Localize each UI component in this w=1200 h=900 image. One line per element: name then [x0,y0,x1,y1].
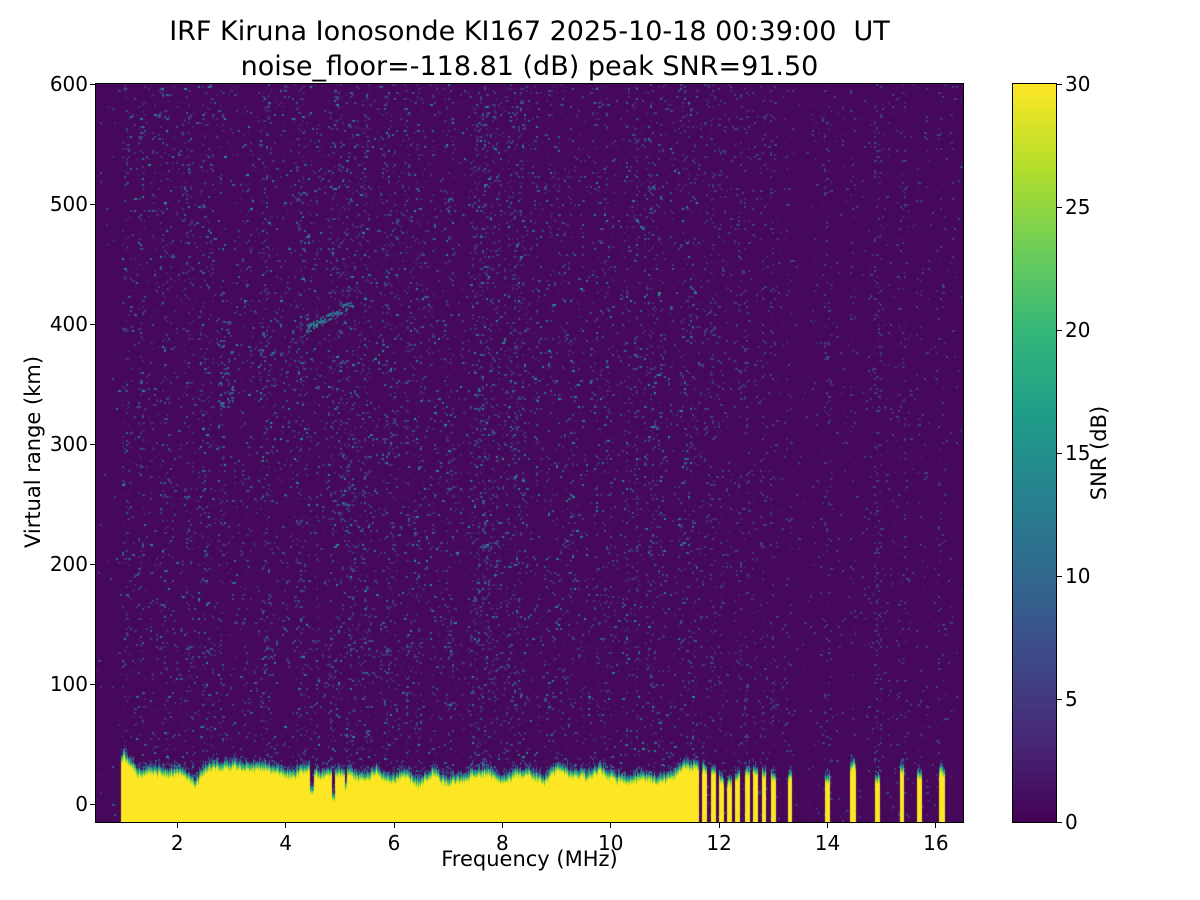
y-tick-mark [90,803,95,805]
y-tick-label: 400 [49,312,88,336]
colorbar-tick-label: 10 [1065,564,1091,588]
y-tick-label: 100 [49,672,88,696]
x-tick-label: 12 [706,831,732,855]
x-tick-label: 2 [170,831,184,855]
x-tick-label: 8 [496,831,509,855]
y-tick-label: 500 [49,192,88,216]
colorbar-tick-label: 20 [1065,318,1091,342]
x-tick-mark [718,823,720,828]
y-tick-label: 600 [49,72,88,96]
chart-title: IRF Kiruna Ionosonde KI167 2025-10-18 00… [169,16,890,47]
x-tick-label: 14 [814,831,841,855]
x-axis-label: Frequency (MHz) [441,847,618,871]
colorbar-tick-mark [1057,83,1062,85]
y-tick-mark [90,563,95,565]
ionogram-heatmap [95,83,964,823]
x-tick-label: 6 [387,831,401,855]
colorbar-tick-mark [1057,452,1062,454]
x-tick-label: 4 [279,831,293,855]
colorbar-tick-mark [1057,698,1062,700]
y-tick-mark [90,323,95,325]
colorbar-tick-label: 30 [1065,72,1091,96]
y-tick-label: 0 [75,792,88,816]
colorbar-tick-mark [1057,329,1062,331]
chart-subtitle: noise_floor=-118.81 (dB) peak SNR=91.50 [240,51,819,82]
colorbar-gradient [1012,83,1057,823]
y-tick-mark [90,203,95,205]
x-tick-mark [610,823,612,828]
y-tick-label: 200 [49,552,88,576]
colorbar-tick-label: 25 [1065,195,1091,219]
x-tick-mark [501,823,503,828]
x-tick-mark [393,823,395,828]
colorbar-tick-mark [1057,575,1062,577]
x-tick-mark [935,823,937,828]
x-tick-mark [176,823,178,828]
y-tick-mark [90,683,95,685]
x-tick-label: 16 [923,831,949,855]
colorbar-tick-mark [1057,821,1062,823]
x-tick-label: 10 [598,831,624,855]
y-tick-mark [90,443,95,445]
colorbar-tick-label: 0 [1065,810,1078,834]
x-tick-mark [285,823,287,828]
x-tick-mark [827,823,829,828]
colorbar-tick-label: 5 [1065,687,1078,711]
colorbar-tick-label: 15 [1065,441,1091,465]
y-tick-mark [90,83,95,85]
y-tick-label: 300 [49,432,88,456]
colorbar-tick-mark [1057,206,1062,208]
